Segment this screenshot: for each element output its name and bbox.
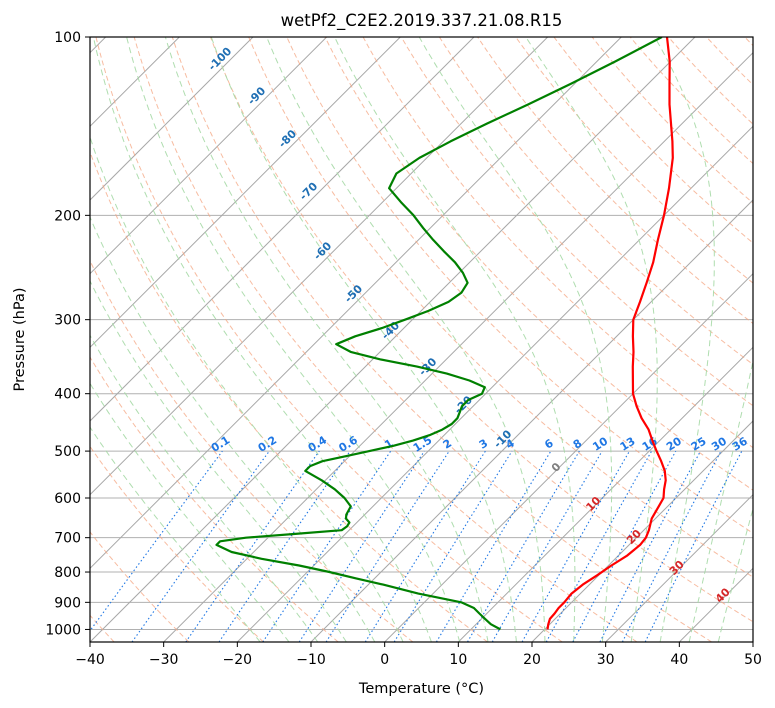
dry-adiabat-line: [90, 259, 414, 642]
isotherm-line: [90, 37, 475, 422]
isotherm-line: [90, 37, 401, 349]
mixing-ratio-line: [185, 450, 320, 642]
dry-adiabat-line: [477, 37, 753, 325]
plot-frame: [89, 36, 754, 643]
chart-title: wetPf2_C2E2.2019.337.21.08.R15: [281, 11, 563, 31]
isotherm-line: [90, 37, 549, 496]
mixing-ratio-line: [218, 450, 351, 642]
moist-adiabat-line: [266, 37, 546, 642]
isotherm-line: [90, 37, 622, 570]
axis-ticks: −40 −30 −20 −10 0 10 20 30 40 50 100 200 300 400 500 60…: [45, 30, 762, 668]
isotherm-line: [457, 346, 753, 642]
x-tick-label: 20: [523, 652, 541, 668]
mixing-ratio-line: [325, 450, 450, 642]
y-tick-label: 900: [54, 595, 81, 611]
temperature-profile-line: [546, 37, 674, 630]
dry-adiabat-line: [438, 37, 753, 365]
isotherm-line: [236, 125, 753, 642]
x-tick-label: −10: [296, 652, 326, 668]
mixing-ratio-line: [572, 450, 677, 642]
moist-adiabat-line: [90, 334, 319, 642]
moist-adiabat-line: [90, 215, 376, 642]
mixing-ratio-line: [435, 450, 552, 642]
dewpoint-profile-line: [215, 37, 663, 631]
x-axis-label: Temperature (°C): [358, 681, 484, 697]
x-tick-label: 10: [449, 652, 467, 668]
y-axis-label: Pressure (hPa): [12, 287, 28, 391]
x-tick-label: −30: [149, 652, 179, 668]
y-tick-label: 400: [54, 387, 81, 403]
mixing-ratio-line: [521, 450, 630, 642]
x-tick-label: 0: [380, 652, 389, 668]
mixing-ratio-line: [545, 450, 653, 642]
mixing-ratio-line: [90, 450, 223, 632]
x-tick-label: −20: [223, 652, 253, 668]
x-tick-label: 30: [597, 652, 615, 668]
moist-adiabat-line: [164, 37, 489, 642]
dry-adiabat-line: [90, 531, 190, 642]
dry-adiabat-line: [324, 37, 753, 491]
isotherm-line: [752, 641, 753, 642]
mixing-ratio-line: [364, 450, 486, 642]
isotherm-line: [90, 37, 254, 201]
y-tick-label: 300: [54, 313, 81, 329]
dry-adiabat-line: [210, 37, 753, 623]
mixing-ratio-line: [491, 450, 603, 642]
moist-adiabat-line: [525, 37, 658, 642]
dry-adiabat-line: [286, 37, 753, 534]
dry-adiabat-line: [591, 37, 753, 204]
moist-adiabat-line: [90, 382, 290, 642]
x-tick-label: 40: [670, 652, 688, 668]
moist-adiabat-line: [210, 37, 517, 642]
y-tick-label: 1000: [45, 622, 81, 638]
dry-adiabat-line: [95, 37, 563, 642]
y-tick-label: 500: [54, 444, 81, 460]
dry-adiabat-line: [90, 150, 488, 642]
mixing-ratio-line: [131, 450, 270, 642]
moist-adiabat-line: [688, 358, 753, 642]
y-tick-label: 100: [54, 30, 81, 46]
moist-adiabat-line: [90, 426, 261, 642]
mixing-ratio-line: [393, 450, 513, 642]
isotherm-line: [163, 51, 753, 642]
dry-adiabat-line: [90, 356, 339, 642]
moist-adiabat-line: [717, 506, 753, 642]
isotherm-line: [531, 420, 753, 642]
x-tick-label: −40: [75, 652, 105, 668]
dry-adiabat-line: [248, 37, 753, 578]
y-tick-label: 700: [54, 531, 81, 547]
moist-adiabat-line: [92, 37, 432, 642]
y-tick-label: 600: [54, 491, 81, 507]
profile-lines: [215, 37, 674, 631]
moist-adiabat-line: [418, 37, 613, 642]
x-tick-label: 50: [744, 652, 762, 668]
y-tick-label: 200: [54, 208, 81, 224]
dry-adiabat-line: [362, 37, 753, 449]
isotherm-line: [90, 37, 696, 642]
dry-adiabat-line: [400, 37, 753, 407]
isotherm-line: [90, 37, 328, 275]
dry-adiabat-line: [133, 37, 638, 642]
mixing-ratio-line: [467, 450, 580, 642]
moist-adiabat-line: [334, 37, 576, 642]
moist-adiabat-line: [90, 135, 404, 642]
isotherm-line: [605, 493, 753, 642]
isotherm-line: [384, 272, 753, 642]
y-tick-label: 800: [54, 565, 81, 581]
moist-adiabat-line: [654, 37, 715, 642]
dry-adiabat-line: [553, 37, 753, 244]
